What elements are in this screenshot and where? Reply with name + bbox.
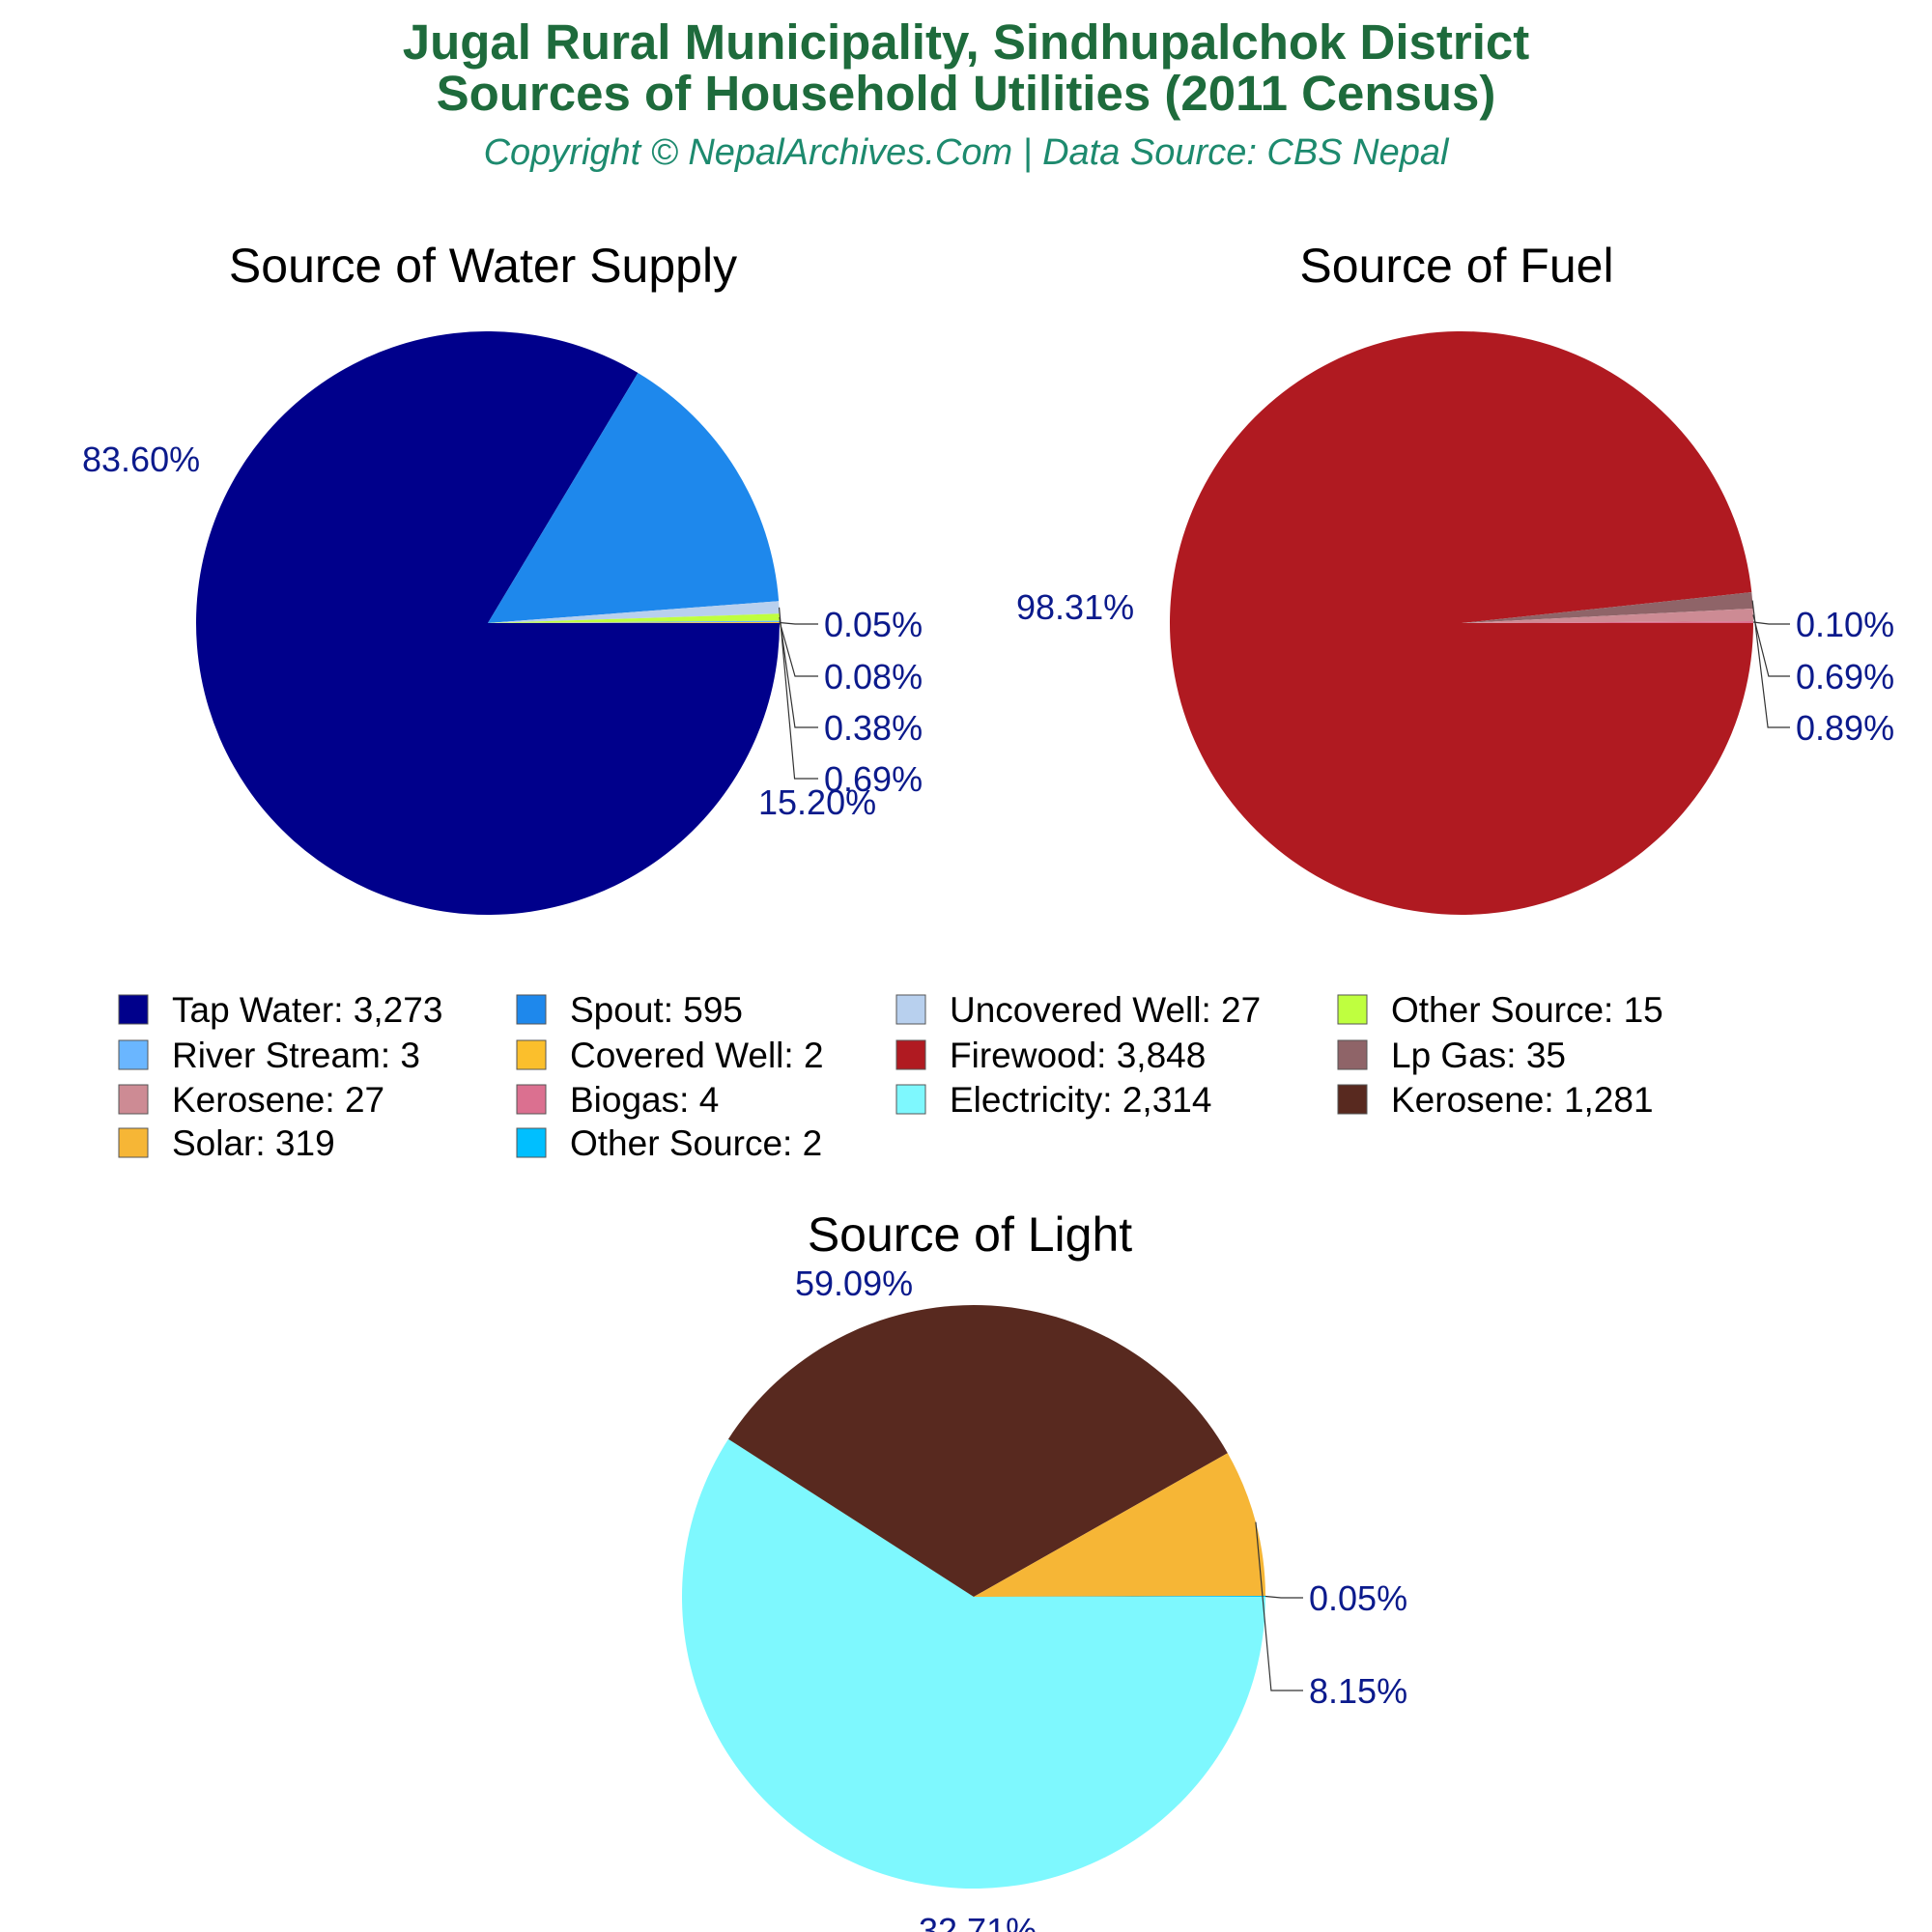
pie-slice-kerosene: [1462, 608, 1753, 623]
leader-line-uncovered-well: [778, 607, 818, 780]
legend-label-firewood: Firewood: 3,848: [950, 1036, 1206, 1075]
legend-label-other-source: Other Source: 15: [1391, 990, 1663, 1030]
legend-swatch-river-stream: [118, 1039, 149, 1070]
pct-label-biogas: 0.10%: [1796, 605, 1894, 644]
pie-slice-firewood: [1170, 330, 1753, 915]
pct-label-other-source: 0.05%: [1309, 1578, 1407, 1618]
legend-swatch-electricity: [895, 1084, 926, 1115]
legend-label-other-source: Other Source: 2: [570, 1123, 822, 1163]
leader-line-other-source: [1264, 1595, 1303, 1599]
pct-label-other-source: 0.38%: [824, 708, 923, 748]
pct-label-firewood: 98.31%: [1016, 587, 1134, 627]
pie-slice-other-source: [488, 613, 780, 623]
pct-label-solar: 8.15%: [1309, 1671, 1407, 1711]
pie-title-light: Source of Light: [808, 1208, 1132, 1262]
leader-line-kerosene: [1752, 614, 1790, 677]
legend-label-spout: Spout: 595: [570, 990, 743, 1030]
pie-fuel: 0.10% 0.69% 0.89% 98.31%: [1016, 330, 1894, 915]
legend-swatch-solar: [118, 1127, 149, 1158]
pie-slice-spout: [488, 373, 780, 623]
pie-title-water: Source of Water Supply: [229, 239, 737, 293]
legend-swatch-tap-water: [118, 994, 149, 1025]
legend-swatch-uncovered-well: [895, 994, 926, 1025]
main-title-line1: Jugal Rural Municipality, Sindhupalchok …: [403, 14, 1530, 70]
legend-swatch-covered-well: [516, 1039, 547, 1070]
pct-label-river-stream: 0.08%: [824, 657, 923, 696]
legend-label-uncovered-well: Uncovered Well: 27: [950, 990, 1261, 1030]
leader-line-lp-gas: [1751, 600, 1790, 728]
main-title-line2: Sources of Household Utilities (2011 Cen…: [437, 66, 1496, 121]
pie-title-fuel: Source of Fuel: [1299, 239, 1613, 293]
legend-swatch-biogas: [516, 1084, 547, 1115]
legend-swatch-lp-gas: [1337, 1039, 1368, 1070]
pct-label-lp-gas: 0.89%: [1796, 708, 1894, 748]
pct-label-spout: 15.20%: [758, 782, 876, 822]
pie-slice-covered-well: [488, 622, 781, 623]
legend-label-solar: Solar: 319: [172, 1123, 335, 1163]
legend-swatch-spout: [516, 994, 547, 1025]
pct-label-electricity: 59.09%: [795, 1264, 913, 1303]
legend-label-kerosene: Kerosene: 1,281: [1391, 1080, 1654, 1120]
legend-label-kerosene: Kerosene: 27: [172, 1080, 384, 1120]
leader-line-biogas: [1752, 621, 1790, 625]
pie-slice-river-stream: [488, 620, 780, 623]
legend-label-river-stream: River Stream: 3: [172, 1036, 420, 1075]
pie-slice-other-source: [974, 1596, 1266, 1597]
legend-swatch-kerosene: [1337, 1084, 1368, 1115]
pie-slice-biogas: [1462, 621, 1753, 623]
leader-line-solar: [1255, 1521, 1303, 1691]
pie-slice-uncovered-well: [488, 601, 780, 623]
legend-swatch-other-source: [1337, 994, 1368, 1025]
pct-label-uncovered-well: 0.69%: [824, 759, 923, 799]
pie-slice-electricity: [682, 1438, 1265, 1889]
legend-label-lp-gas: Lp Gas: 35: [1391, 1036, 1566, 1075]
leader-line-other-source: [779, 616, 818, 728]
legend-swatch-firewood: [895, 1039, 926, 1070]
pie-slice-solar: [974, 1453, 1265, 1597]
pie-slice-tap-water: [196, 330, 781, 915]
pie-slice-lp-gas: [1462, 592, 1753, 623]
pie-slice-kerosene: [727, 1305, 1228, 1597]
legend-label-biogas: Biogas: 4: [570, 1080, 719, 1120]
pct-label-kerosene: 0.69%: [1796, 657, 1894, 696]
pct-label-kerosene: 32.71%: [919, 1911, 1037, 1932]
legend: Tap Water: 3,273 Spout: 595 Uncovered Well…: [118, 990, 1663, 1163]
legend-swatch-kerosene: [118, 1084, 149, 1115]
subtitle: Copyright © NepalArchives.Com | Data Sou…: [484, 132, 1450, 173]
legend-label-electricity: Electricity: 2,314: [950, 1080, 1211, 1120]
pct-label-covered-well: 0.05%: [824, 605, 923, 644]
pie-water-supply: 0.05% 0.08% 0.38% 0.69% 83.60% 15.20%: [82, 330, 923, 915]
legend-swatch-other-source: [516, 1127, 547, 1158]
pct-label-tap-water: 83.60%: [82, 440, 200, 479]
leader-line-covered-well: [779, 621, 818, 625]
legend-label-covered-well: Covered Well: 2: [570, 1036, 824, 1075]
leader-line-river-stream: [779, 621, 818, 677]
legend-label-tap-water: Tap Water: 3,273: [172, 990, 442, 1030]
pie-light: 0.05% 8.15% 59.09% 32.71%: [682, 1264, 1407, 1932]
